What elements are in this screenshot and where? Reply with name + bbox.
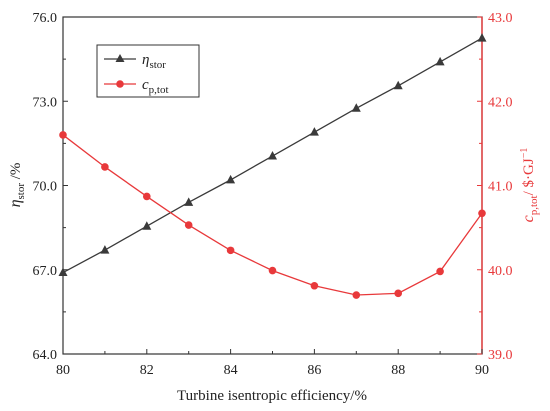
point-cost xyxy=(101,163,109,171)
y-right-tick-label: 42.0 xyxy=(488,95,513,110)
y-left-tick-label: 76.0 xyxy=(33,11,58,26)
series-layer xyxy=(58,33,487,299)
point-cost xyxy=(478,209,486,218)
legend-box xyxy=(96,44,200,98)
point-stor xyxy=(184,197,194,206)
y-left-sub: stor xyxy=(15,183,27,200)
point-cost xyxy=(184,221,193,229)
point-cost xyxy=(436,267,444,276)
y-left-tick-label: 67.0 xyxy=(33,264,58,279)
y-right-sup: −1 xyxy=(519,148,530,159)
point-cost xyxy=(59,131,67,139)
point-stor xyxy=(58,267,68,277)
x-axis-title: Turbine isentropic efficiency/% xyxy=(177,388,367,404)
y-axis-right-title: cp,tot/ $·GJ−1 xyxy=(519,148,540,223)
legend-circle-marker xyxy=(116,80,124,88)
point-cost xyxy=(394,289,403,298)
x-tick-label: 82 xyxy=(140,363,154,378)
point-cost xyxy=(310,281,319,290)
point-stor xyxy=(268,151,277,160)
point-cost xyxy=(352,291,361,299)
y-right-unit: / $·GJ xyxy=(521,158,537,195)
y-right-tick-label: 41.0 xyxy=(488,180,513,195)
point-cost xyxy=(143,192,151,201)
x-tick-label: 84 xyxy=(224,363,238,378)
y-right-symbol: c xyxy=(520,215,537,222)
y-left-symbol: η xyxy=(7,199,24,207)
axis-tick-labels: 80 82 84 86 88 90 64.0 67.0 70.0 73.0 76.0 39.0 40.0… xyxy=(33,11,513,378)
x-tick-label: 88 xyxy=(391,363,405,378)
point-stor xyxy=(393,80,403,90)
y-right-tick-label: 39.0 xyxy=(488,348,513,363)
x-tick-label: 86 xyxy=(307,363,321,378)
legend-label-stor: ηstor xyxy=(142,52,166,71)
x-tick-label: 80 xyxy=(56,363,70,378)
y-right-tick-label: 43.0 xyxy=(488,11,513,26)
svg-text:cp,tot/ $·GJ−1: cp,tot/ $·GJ−1 xyxy=(519,148,540,223)
svg-text:ηstor /%: ηstor /% xyxy=(7,163,27,208)
point-stor xyxy=(226,174,236,184)
point-stor xyxy=(309,127,319,136)
axis-ticks xyxy=(62,16,483,355)
legend-label-cost: cp,tot xyxy=(142,77,169,96)
point-stor xyxy=(142,221,152,230)
point-stor xyxy=(351,103,361,112)
y-right-sub: p,tot xyxy=(528,195,540,215)
y-right-tick-label: 40.0 xyxy=(488,264,513,279)
legend: ηstor cp,tot xyxy=(96,44,200,98)
y-left-tick-label: 70.0 xyxy=(33,180,58,195)
y-left-tick-label: 64.0 xyxy=(33,348,58,363)
point-stor xyxy=(100,245,110,254)
legend-triangle-marker xyxy=(115,54,125,62)
y-left-tick-label: 73.0 xyxy=(33,95,58,110)
point-stor xyxy=(477,33,487,42)
y-left-unit: /% xyxy=(8,163,24,183)
point-stor xyxy=(435,56,445,66)
x-tick-label: 90 xyxy=(475,363,489,378)
point-cost xyxy=(226,246,235,255)
point-cost xyxy=(268,266,277,275)
y-axis-left-title: ηstor /% xyxy=(7,163,27,208)
